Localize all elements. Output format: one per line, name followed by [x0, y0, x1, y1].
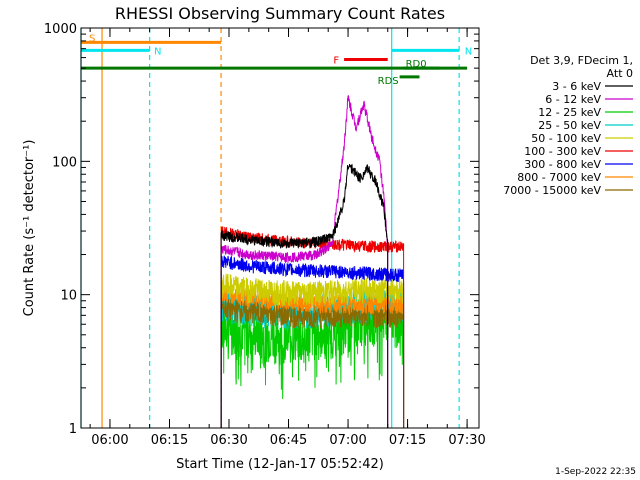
legend-label-6: 300 - 800 keV: [524, 158, 601, 171]
x-tick-label-3: 06:45: [270, 433, 307, 448]
x-tick-label-6: 07:30: [448, 433, 485, 448]
legend-label-4: 50 - 100 keV: [531, 132, 601, 145]
chart-title: RHESSI Observing Summary Count Rates: [115, 4, 445, 23]
x-tick-label-1: 06:15: [151, 433, 188, 448]
x-tick-label-2: 06:30: [210, 433, 247, 448]
flag-label-2: N: [465, 46, 472, 57]
generation-timestamp: 1-Sep-2022 22:35: [555, 467, 636, 477]
flag-label-1: N: [154, 46, 161, 57]
series-line-6: [220, 255, 405, 428]
y-tick-label-3: 1000: [44, 22, 77, 37]
series-line-1: [220, 94, 389, 428]
legend-header-1: Att 0: [607, 67, 633, 80]
legend-label-1: 6 - 12 keV: [545, 93, 601, 106]
legend-label-3: 25 - 50 keV: [538, 119, 601, 132]
plot-frame: [80, 27, 480, 429]
series-line-0: [220, 164, 389, 428]
legend-header-0: Det 3,9, FDecim 1,: [530, 54, 633, 67]
y-tick-label-1: 10: [60, 289, 77, 304]
x-axis-label: Start Time (12-Jan-17 05:52:42): [176, 457, 384, 472]
y-tick-label-0: 1: [69, 422, 77, 437]
series-group: [220, 94, 405, 428]
flag-label-6: RDS: [378, 76, 399, 87]
legend-label-8: 7000 - 15000 keV: [503, 184, 601, 197]
legend-label-0: 3 - 6 keV: [552, 80, 601, 93]
flag-label-4: F: [333, 56, 339, 67]
legend-label-5: 100 - 300 keV: [524, 145, 601, 158]
y-axis-label: Count Rate (s⁻¹ detector⁻¹): [22, 140, 37, 317]
y-tick-label-2: 100: [52, 155, 77, 170]
flag-bars: S N N F RD0 RDS: [81, 33, 472, 87]
axes-ticks: 1 10 100 1000 06:00 06:15 06:30 06:45 07:00 07:15…: [44, 22, 486, 448]
series-line-4: [220, 273, 405, 428]
x-tick-label-5: 07:15: [389, 433, 426, 448]
x-tick-label-4: 07:00: [329, 433, 366, 448]
flag-label-0: S: [89, 33, 95, 44]
x-tick-label-0: 06:00: [91, 433, 128, 448]
legend-label-7: 800 - 7000 keV: [517, 171, 601, 184]
flag-label-5: RD0: [406, 59, 427, 70]
legend-label-2: 12 - 25 keV: [538, 106, 601, 119]
